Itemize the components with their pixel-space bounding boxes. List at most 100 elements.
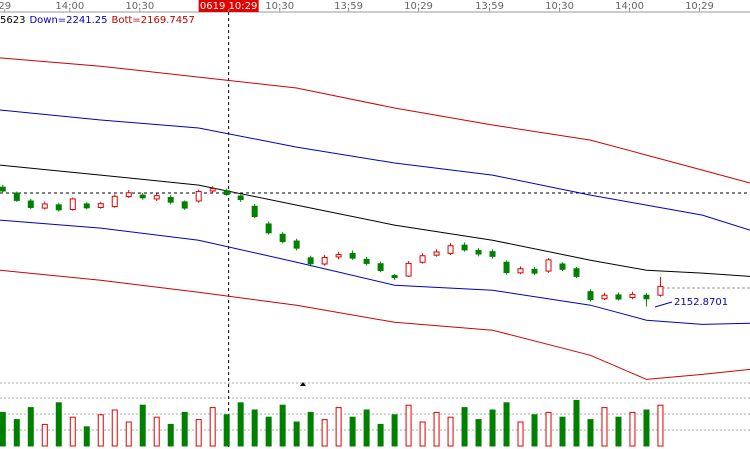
candle-body	[503, 261, 510, 274]
volume-bar	[601, 407, 608, 447]
candle-body	[307, 257, 314, 265]
candle-body	[559, 263, 566, 270]
x-tick-label: 10:30	[265, 1, 294, 12]
band-line	[0, 109, 750, 231]
volume-bar	[223, 414, 230, 447]
x-tick-label: 10:29	[685, 1, 714, 12]
volume-bar	[489, 409, 496, 447]
volume-bar	[587, 419, 594, 447]
volume-bar	[517, 421, 524, 447]
volume-bar	[153, 416, 160, 447]
candle-body	[587, 291, 594, 301]
candle-body	[531, 268, 538, 274]
volume-bar	[41, 423, 48, 447]
candle-body	[41, 203, 48, 209]
candle-body	[223, 190, 230, 196]
candle-body	[321, 257, 328, 265]
candle-body	[447, 245, 454, 254]
volume-bar	[307, 411, 314, 447]
volume-bar	[377, 423, 384, 447]
x-tick-label: 14:00	[615, 1, 644, 12]
x-tick-label: 10:30	[125, 1, 154, 12]
volume-bar	[0, 411, 6, 447]
volume-bar	[55, 402, 62, 447]
candle-body	[293, 240, 300, 249]
candle-body	[13, 192, 20, 201]
x-tick-label: 13:59	[334, 1, 363, 12]
volume-bar	[321, 419, 328, 447]
volume-bar	[503, 402, 510, 447]
volume-bar	[475, 419, 482, 447]
last-value-label: 2152.8701	[674, 297, 728, 308]
candle-body	[167, 196, 174, 203]
candle-body	[0, 186, 6, 192]
volume-bar	[83, 426, 90, 447]
candle-body	[153, 195, 160, 200]
candle-body	[279, 233, 286, 243]
x-tick-highlight	[198, 0, 259, 12]
label-leader	[654, 301, 673, 308]
band-line	[0, 57, 750, 184]
candle-body	[335, 254, 342, 258]
candle-body	[97, 203, 104, 208]
volume-bar	[27, 407, 34, 447]
volume-bar	[573, 399, 580, 447]
candle-body	[405, 262, 412, 277]
candle-body	[517, 268, 524, 274]
candle-body	[363, 258, 370, 264]
volume-bar	[13, 419, 20, 447]
x-tick-label: 29	[0, 1, 11, 12]
band-line	[0, 164, 750, 277]
x-tick-label: 10:29	[404, 1, 433, 12]
candle-body	[461, 244, 468, 251]
volume-bar	[335, 407, 342, 447]
candle-body	[475, 249, 482, 255]
x-tick-label: 14:00	[55, 1, 84, 12]
volume-bar	[139, 404, 146, 447]
volume-bar	[111, 409, 118, 447]
candle-body	[391, 274, 398, 279]
candle-body	[419, 255, 426, 263]
candle-body	[489, 251, 496, 257]
x-tick-label: 0619 10:29	[200, 1, 257, 12]
candle-body	[55, 204, 62, 211]
volume-bar	[447, 416, 454, 447]
candle-body	[83, 203, 90, 209]
volume-bar	[629, 411, 636, 447]
volume-bar	[545, 411, 552, 447]
volume-bar	[405, 404, 412, 447]
candle-body	[237, 195, 244, 201]
volume-bar	[391, 414, 398, 447]
candle-body	[125, 192, 132, 198]
band-line	[0, 269, 750, 380]
x-tick-label: 10:30	[545, 1, 574, 12]
candle-body	[377, 263, 384, 271]
legend-entry: 5623	[0, 15, 25, 26]
candle-body	[433, 251, 440, 256]
candle-body	[615, 294, 622, 300]
candle-body	[195, 191, 202, 202]
volume-bar	[363, 409, 370, 447]
volume-bar	[237, 402, 244, 447]
legend-entry: Down=2241.25	[29, 15, 107, 26]
volume-bar	[209, 407, 216, 447]
candle-body	[629, 293, 636, 299]
volume-bar	[125, 421, 132, 447]
candle-body	[349, 252, 356, 259]
legend-entry: Bott=2169.7457	[112, 15, 195, 26]
candle-body	[69, 198, 76, 211]
candle-body	[601, 294, 608, 300]
candle-body	[545, 259, 552, 272]
volume-bar	[181, 411, 188, 447]
volume-bar	[615, 416, 622, 447]
volume-bar	[433, 411, 440, 447]
volume-bar	[419, 421, 426, 447]
band-line	[0, 219, 750, 325]
candle-body	[209, 188, 216, 192]
volume-bar	[69, 416, 76, 447]
volume-bar	[265, 416, 272, 447]
marker	[300, 382, 306, 386]
volume-bar	[559, 416, 566, 447]
